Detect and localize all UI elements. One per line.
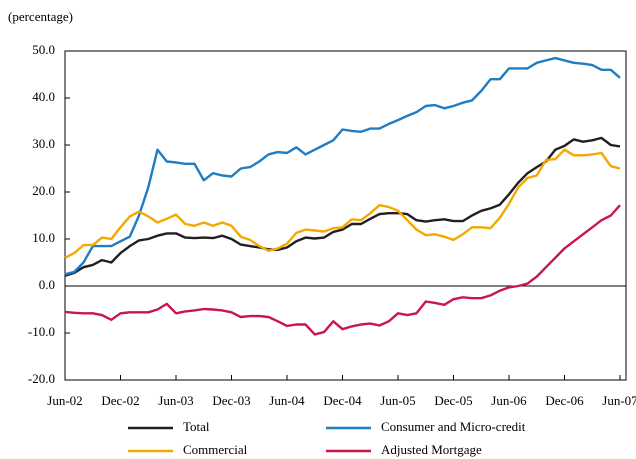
x-tick-label: Jun-02 [47, 393, 82, 408]
series-line [64, 136, 621, 277]
y-tick-label: -10.0 [28, 324, 55, 339]
x-tick-label: Jun-03 [158, 393, 193, 408]
x-tick-label: Jun-07 [602, 393, 636, 408]
series-line [64, 204, 621, 336]
legend-label: Commercial [183, 442, 248, 457]
legend-label: Consumer and Micro-credit [381, 419, 526, 434]
y-tick-label: 0.0 [39, 277, 55, 292]
x-tick-label: Jun-05 [380, 393, 415, 408]
y-tick-label: 30.0 [32, 136, 55, 151]
series-line [64, 148, 621, 259]
x-tick-label: Dec-02 [101, 393, 139, 408]
y-axis-label: (percentage) [8, 9, 73, 24]
y-tick-label: 40.0 [32, 89, 55, 104]
series-line [64, 56, 621, 276]
x-tick-label: Jun-06 [491, 393, 527, 408]
y-tick-label: 20.0 [32, 183, 55, 198]
y-tick-label: 10.0 [32, 230, 55, 245]
legend-label: Total [183, 419, 210, 434]
y-tick-label: 50.0 [32, 42, 55, 57]
x-tick-label: Dec-04 [323, 393, 362, 408]
y-tick-label: -20.0 [28, 371, 55, 386]
x-tick-label: Dec-03 [212, 393, 250, 408]
x-tick-label: Jun-04 [269, 393, 305, 408]
x-tick-label: Dec-05 [434, 393, 472, 408]
plot-frame [64, 50, 627, 381]
legend-label: Adjusted Mortgage [381, 442, 482, 457]
x-tick-label: Dec-06 [545, 393, 584, 408]
